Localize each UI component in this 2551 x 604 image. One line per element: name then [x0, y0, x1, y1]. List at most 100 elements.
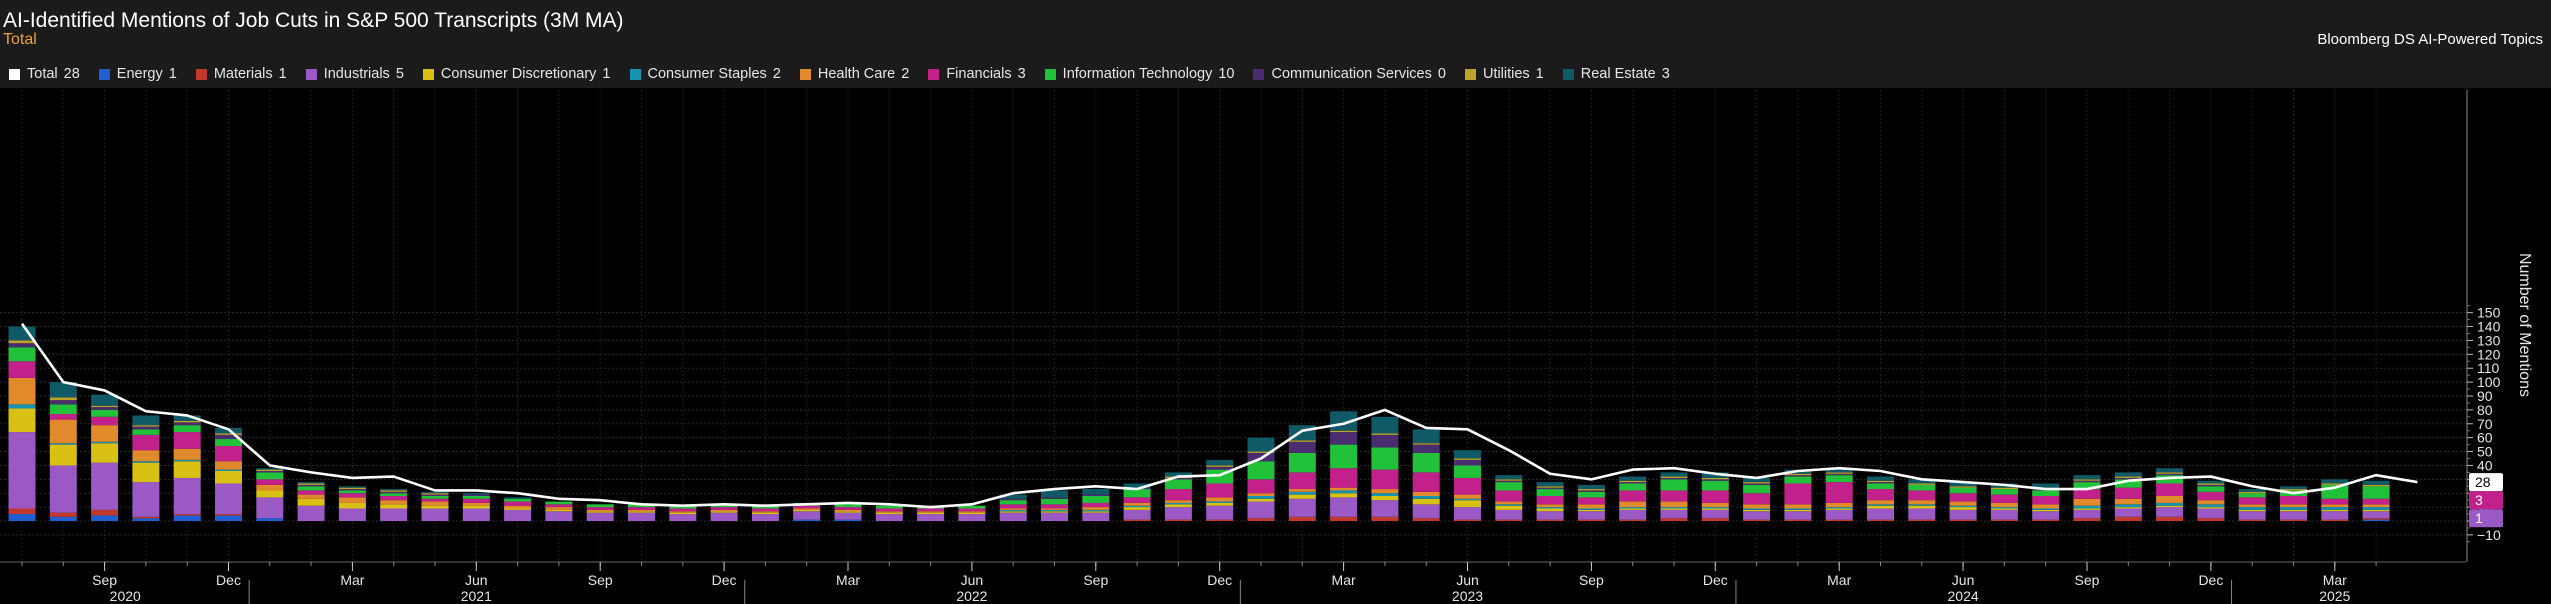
bar-segment-consumer-staples: [1660, 507, 1688, 509]
bar-segment-consumer-staples: [2321, 507, 2349, 510]
legend-item-total[interactable]: Total 28: [9, 66, 80, 82]
legend-item-utilities[interactable]: Utilities 1: [1464, 66, 1544, 82]
legend-swatch: [9, 68, 20, 80]
legend-label: Consumer Discretionary: [440, 66, 597, 82]
bar-segment-utilities: [215, 433, 242, 435]
bar-segment-utilities: [2114, 476, 2142, 478]
bar-segment-industrials: [1743, 511, 1771, 520]
bar-segment-consumer-discretionary: [751, 512, 779, 515]
bar-segment-consumer-staples: [1371, 493, 1399, 496]
bar-segment-energy: [834, 519, 862, 521]
legend-swatch: [629, 68, 641, 80]
y-tick-label: 90: [2477, 388, 2493, 404]
bar-segment-consumer-discretionary: [1660, 508, 1688, 510]
bar-segment-financials: [338, 493, 366, 498]
bar-segment-information-technology: [1082, 495, 1110, 503]
legend-item-consumer-staples[interactable]: Consumer Staples 2: [629, 66, 781, 82]
bar-segment-financials: [1082, 502, 1110, 508]
bar-segment-consumer-staples: [1701, 507, 1729, 509]
bar-segment-financials: [1247, 479, 1275, 494]
bar-segment-industrials: [1990, 509, 2018, 520]
bar-segment-consumer-discretionary: [1908, 505, 1936, 509]
bar-segment-real-estate: [2238, 489, 2266, 492]
bar-segment-information-technology: [834, 504, 862, 508]
bar-segment-real-estate: [1660, 472, 1688, 477]
bar-segment-consumer-discretionary: [1784, 509, 1812, 512]
bar-segment-financials: [1330, 468, 1358, 488]
bar-segment-real-estate: [173, 415, 201, 421]
legend-item-industrials[interactable]: Industrials 5: [305, 66, 404, 82]
bar-segment-information-technology: [1454, 465, 1481, 478]
bar-segment-health-care: [751, 511, 779, 513]
bar-segment-communication-services: [1330, 432, 1358, 445]
bar-segment-financials: [421, 498, 449, 502]
bar-segment-industrials: [2197, 508, 2225, 519]
bar-segment-information-technology: [875, 505, 903, 509]
bar-segment-industrials: [1247, 501, 1275, 519]
bar-segment-industrials: [421, 508, 449, 521]
bar-segment-health-care: [1577, 504, 1605, 509]
bar-segment-consumer-staples: [2032, 508, 2060, 510]
bar-segment-consumer-staples: [2114, 504, 2142, 508]
legend-item-information-technology[interactable]: Information Technology 10: [1044, 66, 1234, 82]
bar-segment-consumer-staples: [2156, 502, 2184, 506]
legend-value: 5: [395, 66, 404, 82]
bar-segment-industrials: [8, 432, 36, 509]
bar-segment-industrials: [669, 514, 697, 521]
bar-segment-materials: [1577, 519, 1605, 521]
bar-segment-industrials: [49, 465, 77, 513]
bar-segment-communication-services: [1412, 444, 1440, 453]
bar-segment-materials: [1867, 519, 1894, 521]
bar-segment-industrials: [1164, 507, 1192, 520]
bar-segment-consumer-discretionary: [2280, 509, 2307, 512]
bar-segment-consumer-discretionary: [173, 461, 201, 478]
bar-segment-financials: [215, 445, 242, 462]
bar-segment-health-care: [2321, 504, 2349, 508]
bar-segment-real-estate: [1825, 468, 1853, 473]
bar-segment-utilities: [1247, 451, 1275, 453]
bar-segment-health-care: [1784, 504, 1812, 509]
bar-segment-consumer-discretionary: [1743, 509, 1771, 512]
legend-item-health-care[interactable]: Health Care 2: [799, 66, 909, 82]
bar-segment-information-technology: [1371, 447, 1399, 470]
bar-segment-health-care: [2238, 504, 2266, 508]
legend-item-communication-services[interactable]: Communication Services 0: [1253, 66, 1446, 82]
bar-segment-health-care: [2280, 504, 2307, 508]
y-tick-label: −10: [2477, 527, 2501, 543]
bar-segment-utilities: [380, 490, 408, 492]
bar-segment-consumer-staples: [1867, 504, 1894, 506]
bar-segment-consumer-discretionary: [1949, 507, 1977, 510]
legend-item-energy[interactable]: Energy 1: [98, 66, 177, 82]
bar-segment-communication-services: [1082, 494, 1110, 496]
bar-segment-information-technology: [628, 504, 655, 508]
legend-item-real-estate[interactable]: Real Estate 3: [1562, 66, 1670, 82]
bar-segment-utilities: [1619, 480, 1647, 483]
value-label-box: [2469, 491, 2503, 510]
bar-segment-consumer-discretionary: [1206, 502, 1234, 506]
bar-segment-real-estate: [504, 497, 532, 499]
bar-segment-health-care: [1082, 507, 1110, 510]
bar-segment-consumer-staples: [91, 441, 119, 444]
bar-segment-health-care: [1867, 500, 1894, 505]
bar-segment-consumer-staples: [1577, 508, 1605, 510]
bar-segment-information-technology: [1743, 484, 1771, 494]
bar-segment-financials: [999, 504, 1027, 509]
bar-segment-communication-services: [1371, 434, 1399, 448]
bar-segment-consumer-staples: [1164, 502, 1192, 505]
bar-segment-communication-services: [1577, 490, 1605, 492]
bar-segment-materials: [1990, 519, 2018, 521]
bar-segment-financials: [1990, 494, 2018, 503]
legend-item-consumer-discretionary[interactable]: Consumer Discretionary 1: [422, 66, 611, 82]
bar-segment-industrials: [256, 497, 284, 519]
bar-segment-information-technology: [1825, 475, 1853, 483]
bar-segment-communication-services: [1206, 466, 1234, 470]
bar-segment-communication-services: [421, 494, 449, 496]
bar-segment-communication-services: [338, 489, 366, 491]
legend-item-financials[interactable]: Financials 3: [928, 66, 1026, 82]
bar-segment-energy: [49, 516, 77, 521]
bar-segment-financials: [297, 490, 325, 495]
bar-segment-utilities: [2362, 484, 2390, 487]
chart-subtitle: Total: [3, 31, 37, 48]
bar-segment-information-technology: [256, 472, 284, 480]
legend-item-materials[interactable]: Materials 1: [195, 66, 287, 82]
